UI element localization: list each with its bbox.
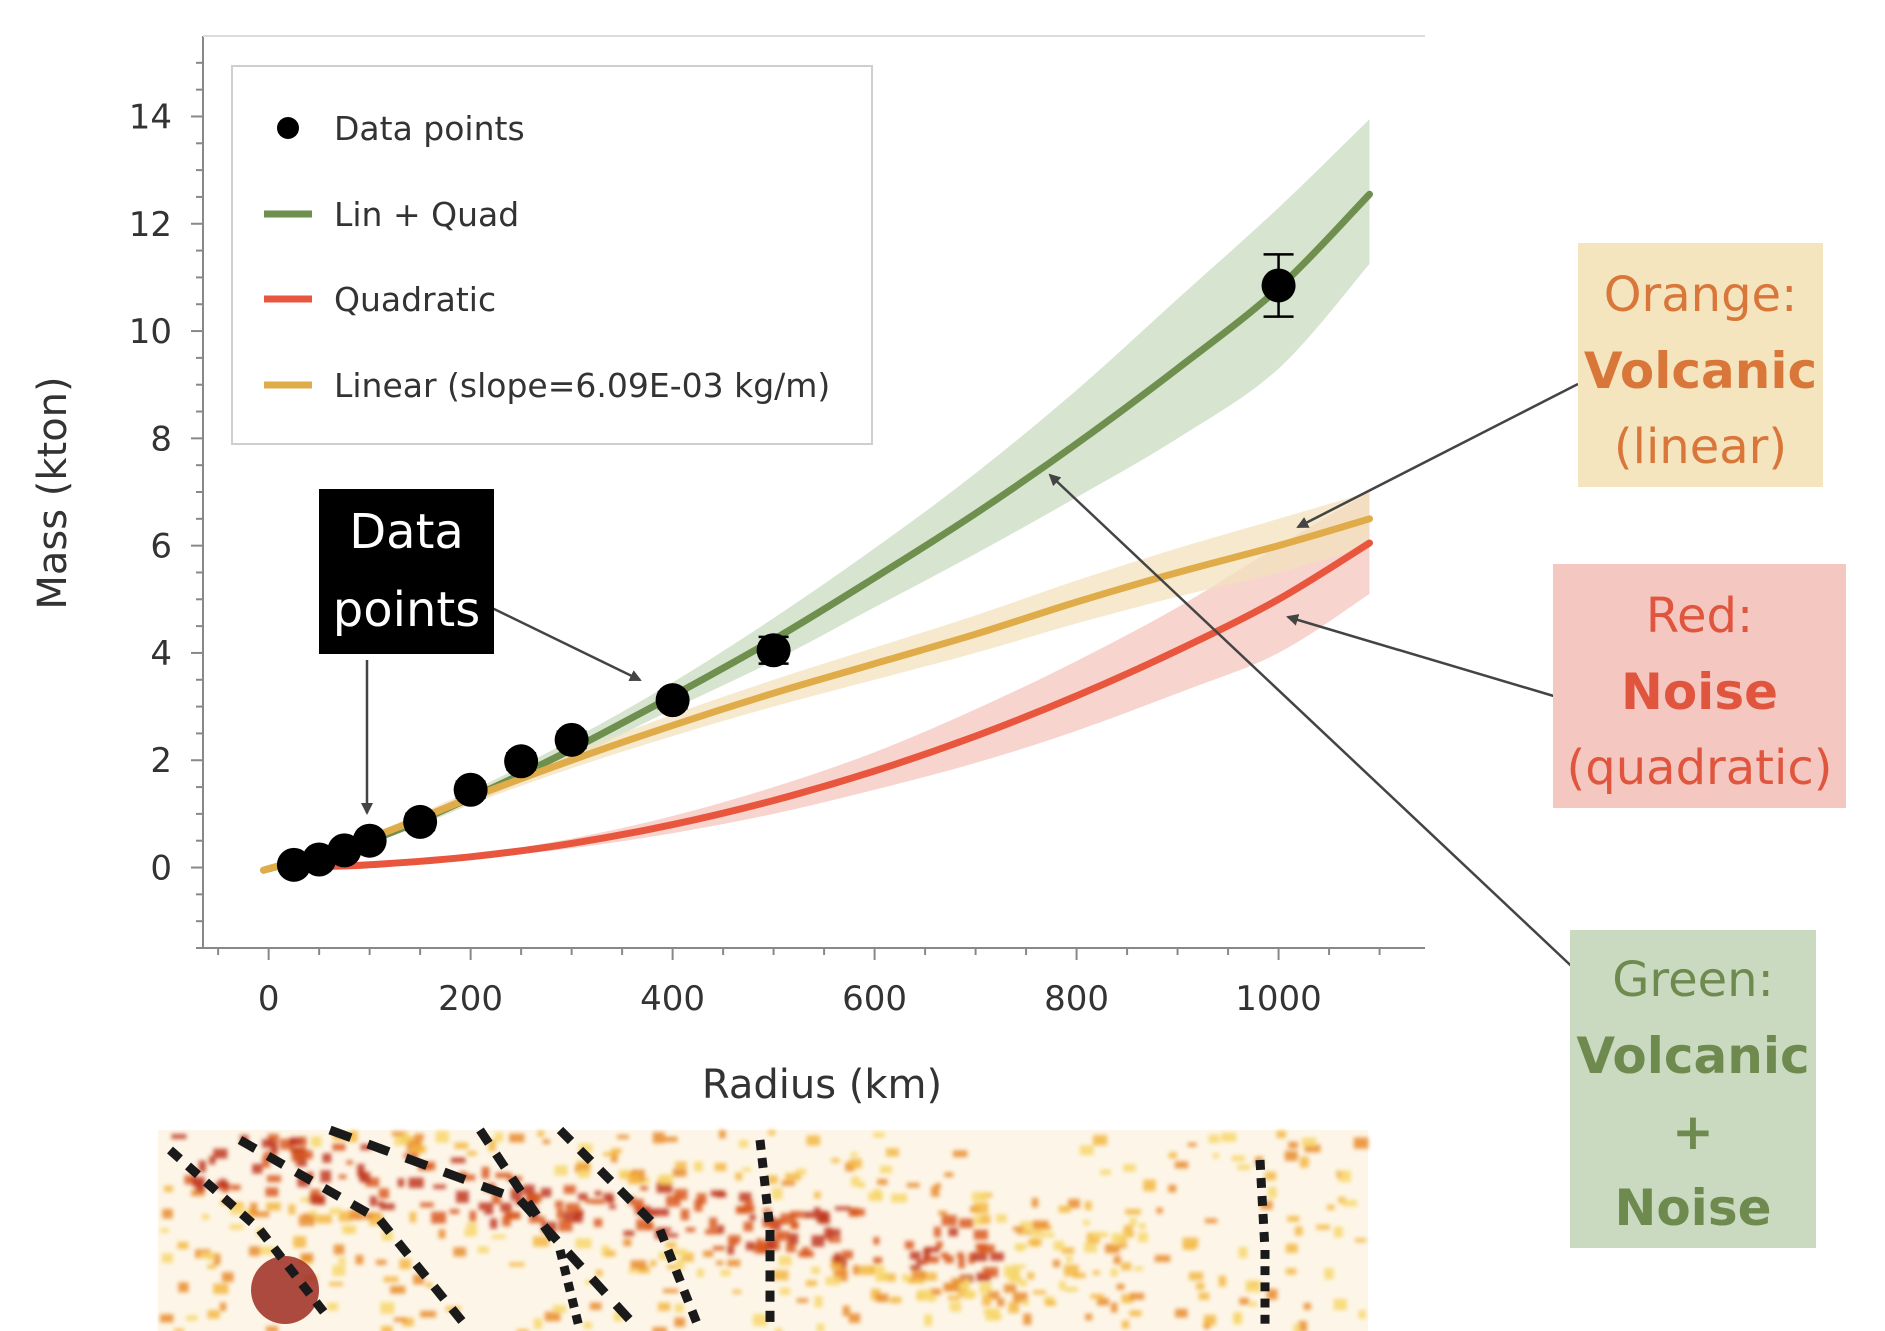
heatmap-hotspot [251, 1256, 319, 1324]
green-annotation-plus: + [1672, 1103, 1714, 1161]
red-annotation-title: Red: [1645, 588, 1754, 644]
data-point-marker-7 [504, 744, 539, 779]
volcanic-heatmap-image [158, 1125, 1369, 1331]
x-tick-label-800: 800 [1044, 979, 1109, 1019]
data-point-6 [453, 772, 488, 807]
data-point-marker-4 [352, 823, 387, 858]
legend-label-data-points: Data points [334, 109, 525, 148]
arrow-orange-to-linear [1296, 382, 1579, 529]
x-tick-label-1000: 1000 [1235, 979, 1322, 1019]
green-annotation-label: Volcanic [1576, 1027, 1810, 1085]
arrow-red-to-quadratic [1286, 614, 1558, 699]
legend: Data points Lin + Quad Quadratic Linear … [231, 65, 873, 445]
y-tick-label-6: 6 [150, 527, 172, 567]
data-point-marker-5 [403, 804, 438, 839]
legend-box [231, 65, 873, 445]
green-annotation-label2: Noise [1614, 1179, 1772, 1237]
y-tick-label-4: 4 [150, 634, 172, 674]
heatmap-plume [160, 1130, 1369, 1331]
data-point-marker-10 [756, 633, 791, 668]
green-volcanic-noise-annotation: Green: Volcanic + Noise [1570, 930, 1816, 1248]
data-point-10 [756, 633, 791, 668]
legend-label-quadratic: Quadratic [334, 280, 496, 319]
y-tick-label-0: 0 [150, 849, 172, 889]
data-points-annotation-line1: Data [349, 504, 464, 560]
y-tick-label-2: 2 [150, 741, 172, 781]
y-axis-label: Mass (kton) [30, 376, 76, 609]
x-tick-label-0: 0 [258, 979, 280, 1019]
red-annotation-label: Noise [1620, 663, 1778, 721]
orange-annotation-note: (linear) [1613, 419, 1788, 475]
data-point-marker-8 [554, 722, 589, 757]
data-points-annotation: Data points [319, 489, 494, 654]
red-noise-annotation: Red: Noise (quadratic) [1553, 564, 1846, 808]
x-axis-label: Radius (km) [702, 1062, 942, 1108]
data-point-9 [655, 683, 690, 718]
arrow-data-points-to-cluster [491, 606, 642, 682]
x-axis-ticks: 0 200 400 600 800 1000 [217, 948, 1381, 1019]
data-points-annotation-line2: points [332, 582, 481, 638]
heatmap-contours [167, 1125, 1270, 1325]
data-point-marker-6 [453, 772, 488, 807]
green-annotation-title: Green: [1612, 952, 1774, 1008]
data-point-marker-1 [276, 847, 311, 882]
arrow-green-to-linquad [1048, 473, 1584, 978]
legend-label-lin-quad: Lin + Quad [334, 195, 519, 234]
y-tick-label-8: 8 [150, 419, 172, 459]
orange-annotation-title: Orange: [1603, 267, 1798, 323]
y-tick-label-14: 14 [129, 97, 172, 137]
x-tick-label-200: 200 [438, 979, 503, 1019]
x-tick-label-600: 600 [842, 979, 907, 1019]
data-points [276, 253, 1296, 882]
legend-marker-data-points [277, 117, 299, 139]
legend-label-linear: Linear (slope=6.09E-03 kg/m) [334, 366, 830, 405]
fit-line-2 [315, 539, 1373, 870]
data-point-marker-9 [655, 683, 690, 718]
data-point-marker-11 [1261, 268, 1296, 303]
red-annotation-note: (quadratic) [1566, 740, 1833, 796]
orange-volcanic-annotation: Orange: Volcanic (linear) [1578, 243, 1823, 487]
data-point-11 [1261, 253, 1296, 318]
x-tick-label-400: 400 [640, 979, 705, 1019]
data-point-7 [504, 744, 539, 779]
annotation-arrows [361, 382, 1584, 978]
orange-annotation-label: Volcanic [1583, 342, 1818, 400]
y-tick-label-12: 12 [129, 205, 172, 245]
confidence-band-2 [319, 492, 1370, 867]
y-axis-ticks: 0 2 4 6 8 10 12 14 [129, 61, 203, 949]
y-tick-label-10: 10 [129, 312, 172, 352]
data-point-5 [403, 804, 438, 839]
fit-line-3 [260, 515, 1373, 874]
data-point-8 [554, 722, 589, 757]
data-point-4 [352, 823, 387, 858]
